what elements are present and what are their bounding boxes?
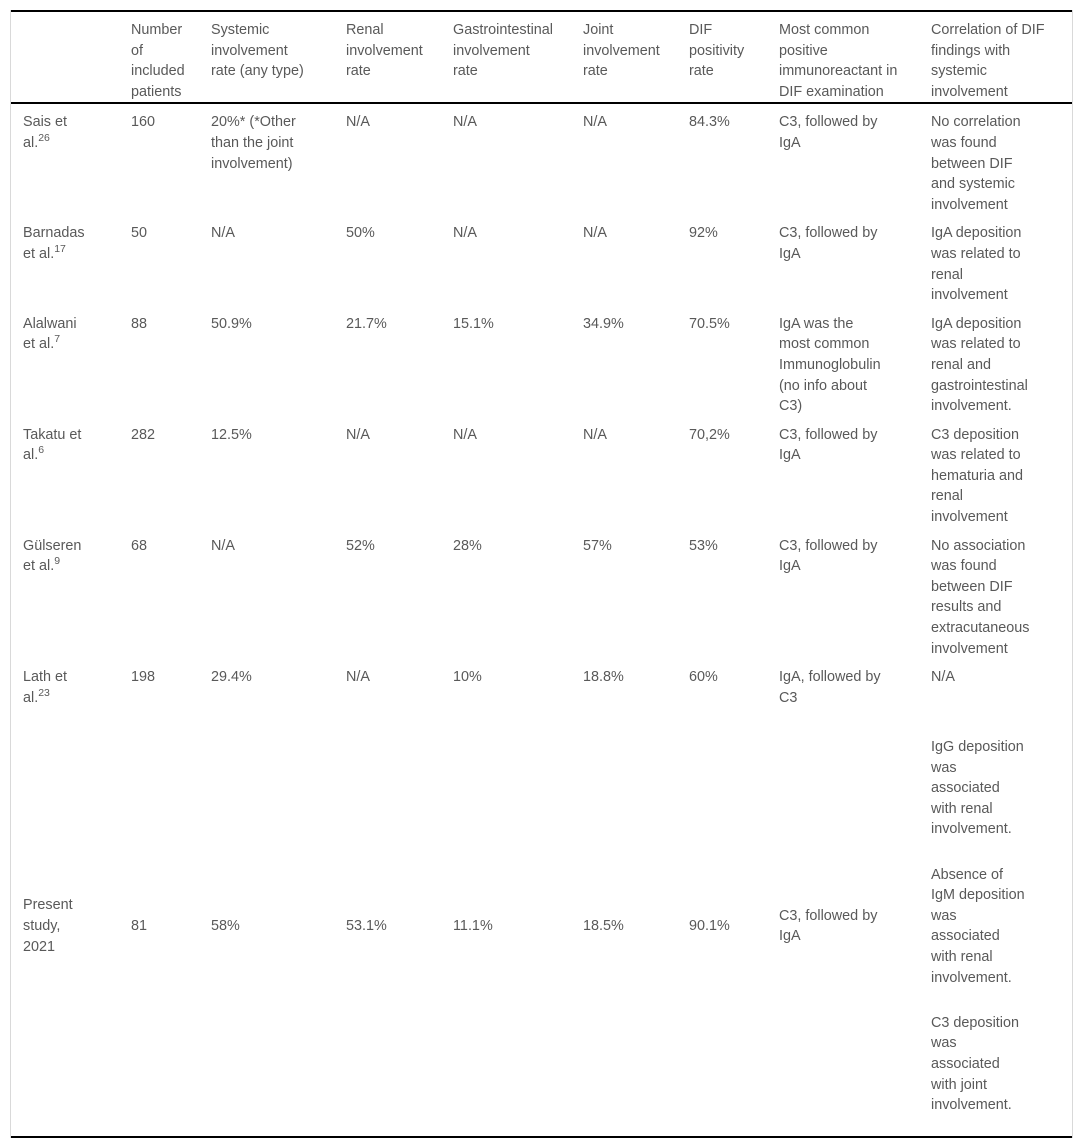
cell-joint: 34.9% (583, 315, 624, 332)
cell-study: Alalwani et al.7 (11, 306, 131, 417)
cell-systemic: N/A (211, 225, 235, 242)
cell-systemic: 12.5% (211, 426, 252, 443)
cell-renal: 53.1% (346, 918, 387, 935)
cell-systemic: N/A (211, 537, 235, 554)
header-row: Number of included patients Systemic inv… (11, 11, 1072, 104)
cell-dif-positivity: 53% (689, 537, 718, 554)
cell-patients: 282 (131, 426, 156, 443)
table-row: Gülseren et al.9 68 N/A 52% 28% 57% 53% … (11, 528, 1072, 660)
cell-patients: 88 (131, 315, 148, 332)
study-name: Takatu et al. (23, 426, 82, 464)
citation-ref: 17 (54, 243, 66, 256)
column-header-joint: Joint involvement rate (583, 22, 660, 80)
column-header-correlation: Correlation of DIF findings with systemi… (931, 22, 1045, 100)
cell-study: Lath et al.23 (11, 659, 131, 708)
cell-patients: 68 (131, 537, 148, 554)
study-name: Gülseren et al. (23, 537, 82, 575)
citation-ref: 7 (54, 333, 61, 346)
cell-immunoreactant: C3, followed by IgA (779, 907, 878, 945)
table-row-present-study: Present study, 2021 81 58% 53.1% 11.1% 1… (11, 708, 1072, 1137)
cell-study: Takatu et al.6 (11, 417, 131, 528)
cell-gastrointestinal: 10% (453, 669, 482, 686)
cell-systemic: 50.9% (211, 315, 252, 332)
cell-joint: N/A (583, 225, 607, 242)
cell-correlation: IgA deposition was related to renal and … (931, 315, 1028, 415)
cell-patients: 160 (131, 114, 156, 131)
study-comparison-table: Number of included patients Systemic inv… (11, 10, 1072, 1138)
column-header-study (11, 11, 131, 103)
cell-study: Sais et al.26 (11, 103, 131, 215)
cell-correlation: No association was found between DIF res… (931, 537, 1030, 657)
cell-gastrointestinal: N/A (453, 426, 477, 443)
cell-immunoreactant: C3, followed by IgA (779, 537, 878, 575)
cell-renal: N/A (346, 114, 370, 131)
cell-dif-positivity: 92% (689, 225, 718, 242)
cell-study: Present study, 2021 (11, 708, 131, 1137)
study-name: Sais et al. (23, 114, 67, 151)
column-header-immunoreactant: Most common positive immunoreactant in D… (779, 22, 898, 100)
citation-ref: 6 (38, 444, 45, 457)
cell-dif-positivity: 70.5% (689, 315, 730, 332)
cell-dif-positivity: 60% (689, 669, 718, 686)
column-header-renal: Renal involvement rate (346, 22, 423, 80)
study-name: Present study, 2021 (23, 897, 73, 955)
cell-patients: 198 (131, 669, 156, 686)
correlation-paragraph: IgG deposition was associated with renal… (931, 739, 1024, 838)
cell-immunoreactant: C3, followed by IgA (779, 114, 878, 151)
cell-systemic: 29.4% (211, 669, 252, 686)
cell-immunoreactant: IgA, followed by C3 (779, 669, 881, 706)
study-name: Lath et al. (23, 669, 68, 706)
column-header-dif-positivity: DIF positivity rate (689, 22, 745, 80)
cell-gastrointestinal: N/A (453, 225, 477, 242)
cell-joint: N/A (583, 114, 607, 131)
cell-study: Barnadas et al.17 (11, 215, 131, 305)
cell-patients: 50 (131, 225, 148, 242)
column-header-patients: Number of included patients (131, 22, 185, 100)
cell-correlation: IgA deposition was related to renal invo… (931, 225, 1022, 304)
cell-dif-positivity: 84.3% (689, 114, 730, 131)
table-row: Barnadas et al.17 50 N/A 50% N/A N/A 92%… (11, 215, 1072, 305)
cell-joint: N/A (583, 426, 607, 443)
cell-patients: 81 (131, 918, 148, 935)
study-comparison-table-container: Number of included patients Systemic inv… (10, 10, 1073, 1138)
cell-systemic: 58% (211, 918, 240, 935)
column-header-systemic: Systemic involvement rate (any type) (211, 22, 304, 80)
cell-gastrointestinal: 28% (453, 537, 482, 554)
correlation-paragraph: C3 deposition was associated with joint … (931, 1014, 1020, 1114)
cell-correlation: C3 deposition was related to hematuria a… (931, 426, 1024, 526)
cell-joint: 18.8% (583, 669, 624, 686)
cell-gastrointestinal: 15.1% (453, 315, 494, 332)
cell-renal: N/A (346, 426, 370, 443)
table-row: Takatu et al.6 282 12.5% N/A N/A N/A 70,… (11, 417, 1072, 528)
correlation-paragraph: Absence of IgM deposition was associated… (931, 866, 1025, 986)
column-header-gastrointestinal: Gastrointestinal involvement rate (453, 22, 553, 80)
citation-ref: 9 (54, 555, 61, 568)
cell-renal: 50% (346, 225, 375, 242)
citation-ref: 23 (38, 687, 50, 700)
cell-immunoreactant: C3, followed by IgA (779, 225, 878, 262)
table-row: Alalwani et al.7 88 50.9% 21.7% 15.1% 34… (11, 306, 1072, 417)
cell-gastrointestinal: N/A (453, 114, 477, 131)
cell-immunoreactant: C3, followed by IgA (779, 426, 878, 464)
table-row: Lath et al.23 198 29.4% N/A 10% 18.8% 60… (11, 659, 1072, 708)
cell-correlation: IgG deposition was associated with renal… (931, 708, 1072, 1137)
cell-study: Gülseren et al.9 (11, 528, 131, 660)
study-name: Barnadas et al. (23, 225, 85, 262)
cell-joint: 18.5% (583, 918, 624, 935)
cell-renal: 52% (346, 537, 375, 554)
cell-immunoreactant: IgA was the most common Immunoglobulin (… (779, 315, 881, 415)
cell-dif-positivity: 70,2% (689, 426, 730, 443)
cell-systemic: 20%* (*Other than the joint involvement) (211, 114, 296, 172)
study-name: Alalwani et al. (23, 315, 77, 353)
table-row: Sais et al.26 160 20%* (*Other than the … (11, 103, 1072, 215)
citation-ref: 26 (38, 132, 50, 145)
cell-gastrointestinal: 11.1% (453, 918, 493, 935)
cell-renal: N/A (346, 669, 370, 686)
cell-correlation: N/A (931, 669, 955, 686)
cell-joint: 57% (583, 537, 612, 554)
cell-dif-positivity: 90.1% (689, 918, 730, 935)
cell-renal: 21.7% (346, 315, 387, 332)
cell-correlation: No correlation was found between DIF and… (931, 114, 1021, 213)
